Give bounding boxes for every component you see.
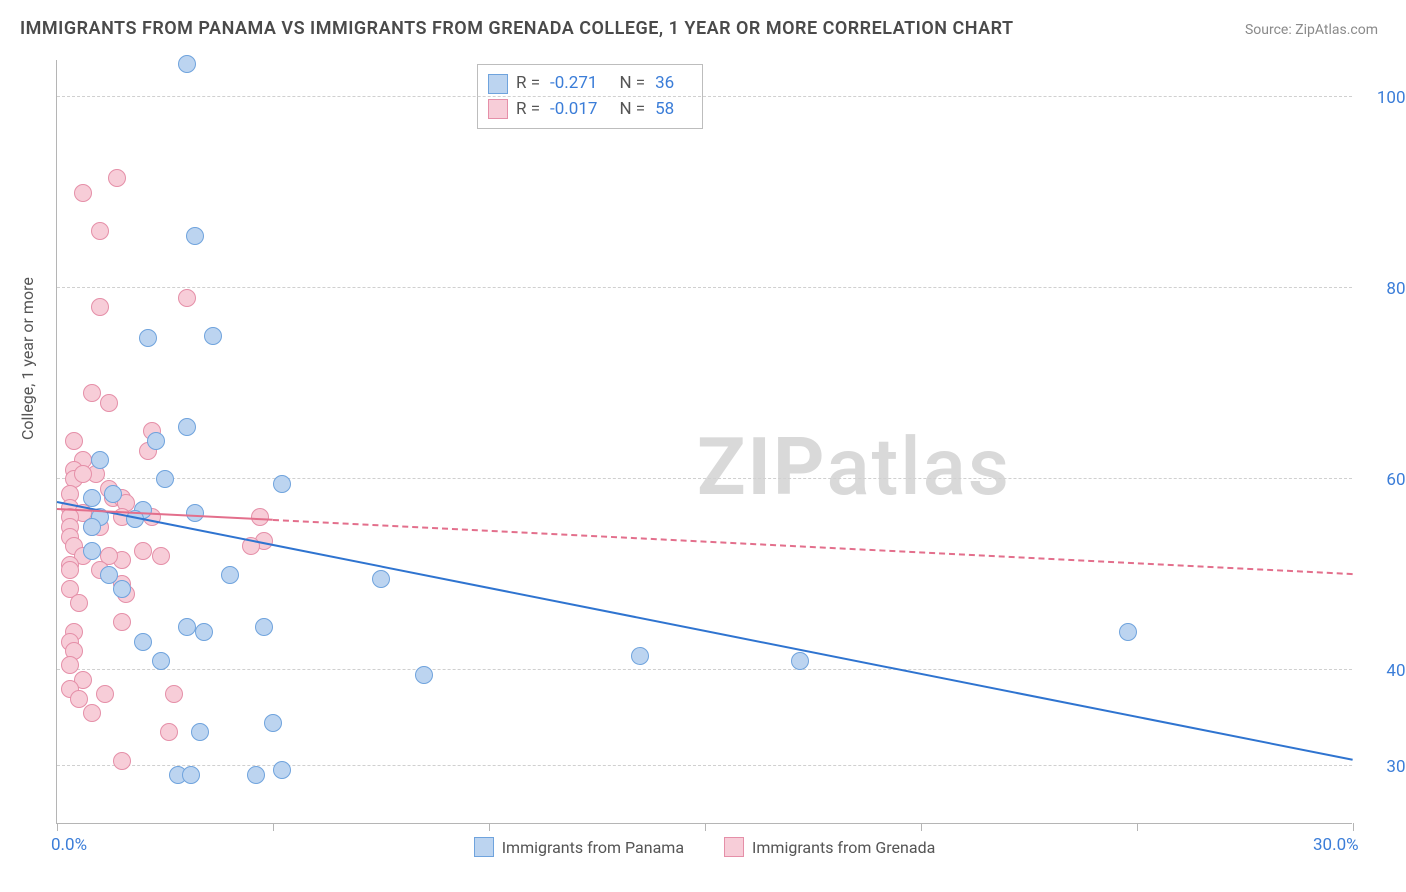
series-legend: Immigrants from Panama Immigrants from G… (57, 837, 1352, 857)
r-value-grenada: -0.017 (550, 97, 597, 123)
data-point (139, 329, 157, 347)
data-point (147, 432, 165, 450)
data-point (83, 542, 101, 560)
data-point (152, 652, 170, 670)
data-point (104, 485, 122, 503)
y-tick-label: 100.0% (1362, 88, 1406, 108)
gridline-horizontal (57, 765, 1352, 766)
y-tick-label: 80.0% (1362, 279, 1406, 299)
legend-label-grenada: Immigrants from Grenada (752, 838, 935, 857)
data-point (65, 432, 83, 450)
n-value-panama: 36 (655, 71, 674, 97)
x-tick (921, 823, 922, 831)
x-tick (1137, 823, 1138, 831)
data-point (178, 418, 196, 436)
data-point (91, 222, 109, 240)
plot-area: ZIPatlas R = -0.271 N = 36 R = -0.017 N … (56, 60, 1352, 824)
data-point (273, 761, 291, 779)
data-point (91, 451, 109, 469)
stats-row-grenada: R = -0.017 N = 58 (488, 97, 688, 123)
data-point (178, 618, 196, 636)
data-point (186, 504, 204, 522)
data-point (160, 723, 178, 741)
data-point (61, 561, 79, 579)
data-point (61, 656, 79, 674)
chart-title: IMMIGRANTS FROM PANAMA VS IMMIGRANTS FRO… (20, 18, 1014, 39)
gridline-horizontal (57, 478, 1352, 479)
x-tick-label: 0.0% (51, 835, 87, 855)
swatch-grenada (488, 99, 508, 119)
data-point (415, 666, 433, 684)
gridline-horizontal (57, 669, 1352, 670)
x-tick (1353, 823, 1354, 831)
data-point (74, 184, 92, 202)
data-point (83, 518, 101, 536)
legend-item-panama: Immigrants from Panama (474, 837, 684, 857)
n-label: N = (619, 71, 645, 97)
data-point (178, 55, 196, 73)
data-point (156, 470, 174, 488)
x-tick (705, 823, 706, 831)
legend-item-grenada: Immigrants from Grenada (724, 837, 935, 857)
data-point (113, 752, 131, 770)
r-value-panama: -0.271 (550, 71, 597, 97)
x-tick (489, 823, 490, 831)
gridline-horizontal (57, 287, 1352, 288)
data-point (631, 647, 649, 665)
gridline-horizontal (57, 96, 1352, 97)
data-point (134, 542, 152, 560)
legend-label-panama: Immigrants from Panama (502, 838, 684, 857)
data-point (83, 704, 101, 722)
data-point (1119, 623, 1137, 641)
data-point (96, 685, 114, 703)
data-point (134, 633, 152, 651)
data-point (247, 766, 265, 784)
stats-row-panama: R = -0.271 N = 36 (488, 71, 688, 97)
x-tick (57, 823, 58, 831)
data-point (108, 169, 126, 187)
data-point (113, 613, 131, 631)
data-point (152, 547, 170, 565)
data-point (165, 685, 183, 703)
data-point (74, 465, 92, 483)
swatch-grenada (724, 837, 744, 857)
trend-line (273, 519, 1353, 575)
data-point (178, 289, 196, 307)
data-point (113, 580, 131, 598)
swatch-panama (474, 837, 494, 857)
x-tick (273, 823, 274, 831)
x-tick-label: 30.0% (1313, 835, 1359, 855)
data-point (83, 384, 101, 402)
data-point (221, 566, 239, 584)
n-value-grenada: 58 (655, 97, 674, 123)
data-point (273, 475, 291, 493)
watermark-zip: ZIP (697, 420, 827, 514)
y-tick-label: 60.0% (1362, 470, 1406, 490)
data-point (182, 766, 200, 784)
data-point (264, 714, 282, 732)
r-label: R = (516, 97, 540, 123)
data-point (372, 570, 390, 588)
y-tick-label: 30.0% (1362, 757, 1406, 777)
data-point (255, 618, 273, 636)
data-point (91, 298, 109, 316)
data-point (186, 227, 204, 245)
data-point (791, 652, 809, 670)
data-point (195, 623, 213, 641)
watermark-atlas: atlas (827, 420, 1011, 514)
watermark: ZIPatlas (697, 420, 1011, 514)
data-point (100, 566, 118, 584)
source-attribution: Source: ZipAtlas.com (1245, 22, 1378, 38)
y-tick-label: 40.0% (1362, 661, 1406, 681)
data-point (83, 489, 101, 507)
y-axis-label: College, 1 year or more (18, 277, 37, 440)
data-point (191, 723, 209, 741)
data-point (100, 394, 118, 412)
data-point (70, 594, 88, 612)
data-point (70, 690, 88, 708)
n-label: N = (619, 97, 645, 123)
r-label: R = (516, 71, 540, 97)
data-point (204, 327, 222, 345)
swatch-panama (488, 74, 508, 94)
